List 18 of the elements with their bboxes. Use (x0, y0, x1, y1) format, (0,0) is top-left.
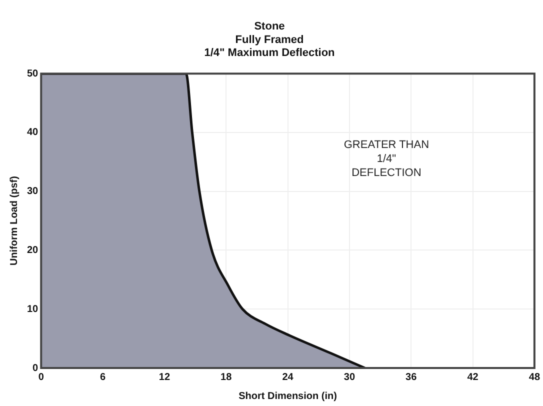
x-tick-label: 48 (528, 372, 540, 383)
y-tick-label: 50 (27, 68, 39, 80)
annotation: GREATER THAN 1/4" DEFLECTION (344, 138, 430, 179)
x-tick-label: 6 (100, 372, 106, 383)
x-tick-label: 42 (467, 372, 479, 383)
x-tick-label: 12 (158, 372, 170, 383)
x-tick-label: 18 (220, 372, 232, 383)
y-axis-title: Uniform Load (psf) (8, 176, 20, 266)
x-axis-title: Short Dimension (in) (238, 390, 337, 402)
y-tick-label: 40 (27, 127, 39, 138)
y-tick-label: 20 (27, 244, 39, 256)
y-tick-label: 30 (27, 186, 39, 198)
x-tick-label: 30 (344, 372, 356, 383)
x-tick-label: 36 (406, 372, 418, 383)
x-tick-label: 24 (282, 372, 294, 383)
y-tick-label: 10 (27, 304, 39, 315)
y-tick-label: 0 (32, 362, 39, 374)
chart-title: Stone Fully Framed 1/4" Maximum Deflection (204, 20, 336, 60)
